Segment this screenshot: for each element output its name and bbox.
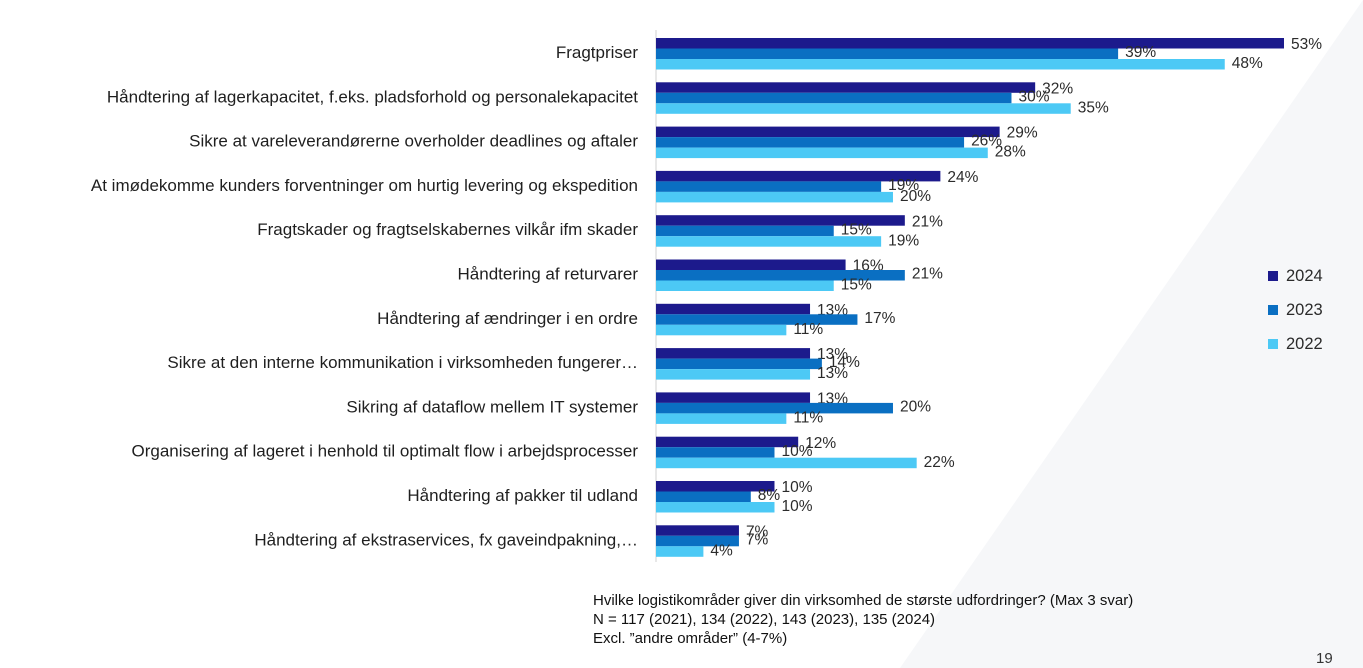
data-label-2022: 48%: [1232, 55, 1263, 72]
category-label: Håndtering af ekstraservices, fx gaveind…: [254, 530, 638, 549]
data-label-2023: 26%: [971, 133, 1002, 150]
data-label-2024: 7%: [746, 523, 769, 540]
bar-2024: [656, 82, 1036, 93]
data-label-2023: 15%: [841, 221, 872, 238]
legend-swatch-2023: [1268, 305, 1278, 315]
data-label-2022: 11%: [793, 321, 823, 338]
footnote: Hvilke logistikområder giver din virksom…: [593, 591, 1133, 648]
category-label: Håndtering af ændringer i en ordre: [377, 309, 638, 328]
bar-2022: [656, 457, 917, 469]
category-label: Organisering af lageret i henhold til op…: [132, 442, 639, 461]
data-label-2023: 17%: [864, 310, 895, 327]
legend-label-2023: 2023: [1286, 300, 1323, 319]
bar-2022: [656, 236, 882, 247]
legend-label-2022: 2022: [1286, 334, 1323, 353]
data-label-2022: 15%: [841, 277, 872, 294]
bar-2023: [656, 225, 834, 237]
legend-item-2022: 2022: [1268, 327, 1323, 361]
bar-2024: [656, 392, 811, 403]
bar-2024: [656, 348, 811, 359]
bar-2023: [656, 358, 822, 370]
category-label: Sikring af dataflow mellem IT systemer: [346, 397, 638, 416]
data-label-2023: 19%: [888, 177, 919, 194]
legend-item-2023: 2023: [1268, 293, 1323, 327]
bar-2023: [656, 270, 905, 281]
bar-2023: [656, 48, 1119, 59]
data-label-2024: 12%: [805, 435, 836, 452]
bar-2023: [656, 137, 965, 148]
bar-2022: [656, 147, 988, 159]
bar-2023: [656, 181, 882, 192]
legend-label-2024: 2024: [1286, 266, 1323, 285]
bar-2022: [656, 502, 775, 513]
bar-2023: [656, 314, 858, 325]
legend: 2024 2023 2022: [1268, 259, 1323, 361]
bar-2024: [656, 481, 775, 492]
data-label-2024: 21%: [912, 213, 943, 230]
data-label-2024: 32%: [1042, 80, 1073, 97]
data-label-2022: 11%: [793, 409, 823, 426]
data-label-2022: 10%: [781, 498, 812, 515]
category-label: Sikre at vareleverandørerne overholder d…: [189, 132, 638, 151]
category-label: Fragtskader og fragtselskabernes vilkår …: [257, 220, 638, 239]
bar-2022: [656, 59, 1225, 70]
category-label: Håndtering af pakker til udland: [407, 486, 638, 505]
bar-2022: [656, 369, 811, 380]
footnote-exclusion: Excl. ”andre områder” (4-7%): [593, 630, 788, 647]
data-label-2022: 4%: [710, 542, 733, 559]
legend-item-2024: 2024: [1268, 259, 1323, 293]
data-label-2022: 20%: [900, 188, 931, 205]
bar-2023: [656, 402, 893, 414]
data-label-2023: 30%: [1018, 88, 1049, 105]
bar-2022: [656, 546, 704, 557]
data-label-2022: 19%: [888, 232, 919, 249]
bar-2023: [656, 535, 739, 547]
data-label-2023: 10%: [781, 443, 812, 460]
bar-2024: [656, 126, 1000, 138]
data-label-2023: 20%: [900, 398, 931, 415]
data-label-2023: 39%: [1125, 44, 1156, 61]
bar-2024: [656, 215, 905, 226]
data-label-2022: 22%: [924, 454, 955, 471]
data-label-2024: 29%: [1007, 125, 1038, 142]
category-label: Sikre at den interne kommunikation i vir…: [167, 353, 638, 372]
bar-2022: [656, 103, 1071, 114]
bar-2024: [656, 259, 846, 270]
bar-2024: [656, 525, 739, 536]
data-label-2024: 24%: [947, 169, 978, 186]
bar-2024: [656, 303, 811, 315]
bar-2023: [656, 447, 775, 458]
data-label-2023: 21%: [912, 266, 943, 283]
page-number: 19: [1316, 650, 1333, 667]
data-label-2023: 8%: [758, 487, 781, 504]
bar-2022: [656, 324, 787, 336]
data-label-2024: 10%: [781, 479, 812, 496]
category-label: Fragtpriser: [556, 43, 639, 62]
category-label: Håndtering af returvarer: [458, 265, 639, 284]
data-label-2022: 35%: [1078, 99, 1109, 116]
category-label: Håndtering af lagerkapacitet, f.eks. pla…: [107, 87, 638, 106]
bar-2024: [656, 170, 941, 182]
category-label: At imødekomme kunders forventninger om h…: [91, 176, 638, 195]
data-label-2023: 14%: [829, 354, 860, 371]
data-label-2022: 13%: [817, 365, 848, 382]
data-label-2024: 13%: [817, 346, 848, 363]
footnote-question: Hvilke logistikområder giver din virksom…: [593, 592, 1134, 609]
bar-2023: [656, 491, 751, 502]
bar-2022: [656, 191, 893, 203]
legend-swatch-2022: [1268, 339, 1278, 349]
bar-2024: [656, 38, 1284, 49]
footnote-sample-size: N = 117 (2021), 134 (2022), 143 (2023), …: [593, 611, 936, 628]
data-label-2022: 28%: [995, 144, 1026, 161]
bar-2022: [656, 413, 787, 424]
data-label-2023: 7%: [746, 531, 769, 548]
bar-2023: [656, 92, 1012, 104]
bar-2024: [656, 436, 799, 448]
data-label-2024: 53%: [1291, 36, 1322, 53]
bar-2022: [656, 280, 834, 291]
legend-swatch-2024: [1268, 271, 1278, 281]
